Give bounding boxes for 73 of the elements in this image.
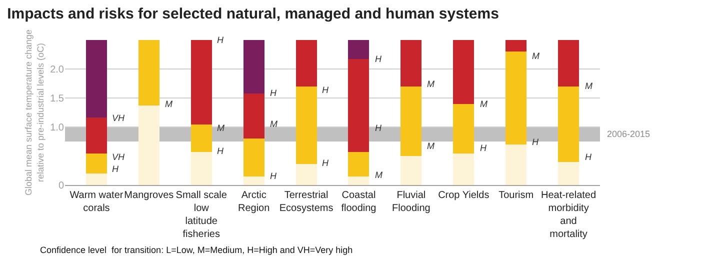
x-tick-label: Tourism <box>498 190 534 201</box>
annotation: M <box>427 141 435 151</box>
bar <box>296 164 317 185</box>
bar <box>348 176 370 185</box>
bar <box>558 86 580 162</box>
annotation: M <box>165 99 173 109</box>
x-tick-label: Arctic Region <box>238 190 270 214</box>
bar <box>296 40 317 86</box>
x-tick-label: Crop Yields <box>438 190 490 201</box>
y-axis-title: Global mean surface temperature change relative to pre-industrial levels (oC) <box>24 29 46 196</box>
x-tick-label: Coastal flooding <box>341 190 376 214</box>
bar <box>506 40 527 52</box>
annotation: H <box>217 146 224 156</box>
bar <box>400 156 422 185</box>
annotation: M <box>480 99 488 109</box>
bar <box>86 173 107 185</box>
bar <box>190 40 212 125</box>
annotation: H <box>375 54 382 64</box>
bar <box>506 52 527 144</box>
annotation: VH <box>112 113 126 123</box>
bar <box>138 40 160 106</box>
y-tick-label: 1.5 <box>50 94 64 104</box>
annotation: M <box>585 81 593 91</box>
annotation: H <box>375 123 382 133</box>
bar <box>453 154 474 185</box>
annotation: VH <box>112 152 126 162</box>
bar <box>558 162 580 185</box>
bar <box>348 40 370 60</box>
annotation: H <box>217 35 224 45</box>
bar <box>243 93 264 139</box>
bar <box>453 40 474 104</box>
annotation: H <box>270 88 277 98</box>
bar <box>86 40 107 118</box>
annotation: M <box>270 119 278 129</box>
bar <box>348 59 370 152</box>
x-tick-label: Terrestrial Ecosystems <box>279 190 334 214</box>
chart-title: Impacts and risks for selected natural, managed and human systems <box>7 6 499 23</box>
x-tick-label: Fluvial Flooding <box>392 190 430 214</box>
annotation: H <box>322 158 329 168</box>
bar <box>400 40 422 86</box>
annotation: H <box>322 85 329 95</box>
bar <box>190 124 212 152</box>
annotation: M <box>427 79 435 89</box>
text: Confidence level for transition: L=Low, M=Medium, H=High and VH=Very high <box>40 245 353 255</box>
bar <box>558 40 580 86</box>
annotation: M <box>217 123 225 133</box>
bar <box>348 152 370 176</box>
annotation: H <box>480 143 487 153</box>
annotation: H <box>585 152 592 162</box>
bar <box>296 86 317 164</box>
bar <box>86 154 107 174</box>
bar <box>243 40 264 94</box>
x-tick-label: Heat-related morbidity and mortality <box>541 190 596 240</box>
bar <box>506 144 527 185</box>
annotation: M <box>375 170 383 180</box>
bar <box>243 138 264 176</box>
annotation: M <box>532 51 540 61</box>
y-tick-label: 0 <box>58 180 64 192</box>
bar <box>453 104 474 154</box>
annotation: H <box>532 137 539 147</box>
y-tick-label: 1.0 <box>50 122 64 134</box>
x-tick-label: Warm water corals <box>70 190 124 214</box>
annotation: H <box>112 164 119 174</box>
annotation: H <box>270 171 277 181</box>
bar <box>190 152 212 185</box>
x-tick-label: Small scale low latitude fisheries <box>176 190 228 240</box>
bar <box>400 86 422 156</box>
y-tick-label: 2.0 <box>50 64 64 76</box>
bar <box>86 118 107 154</box>
x-tick-label: Mangroves <box>124 190 174 201</box>
band-label: 2006-2015 <box>607 129 650 139</box>
bar <box>243 176 264 185</box>
bar <box>138 106 160 185</box>
